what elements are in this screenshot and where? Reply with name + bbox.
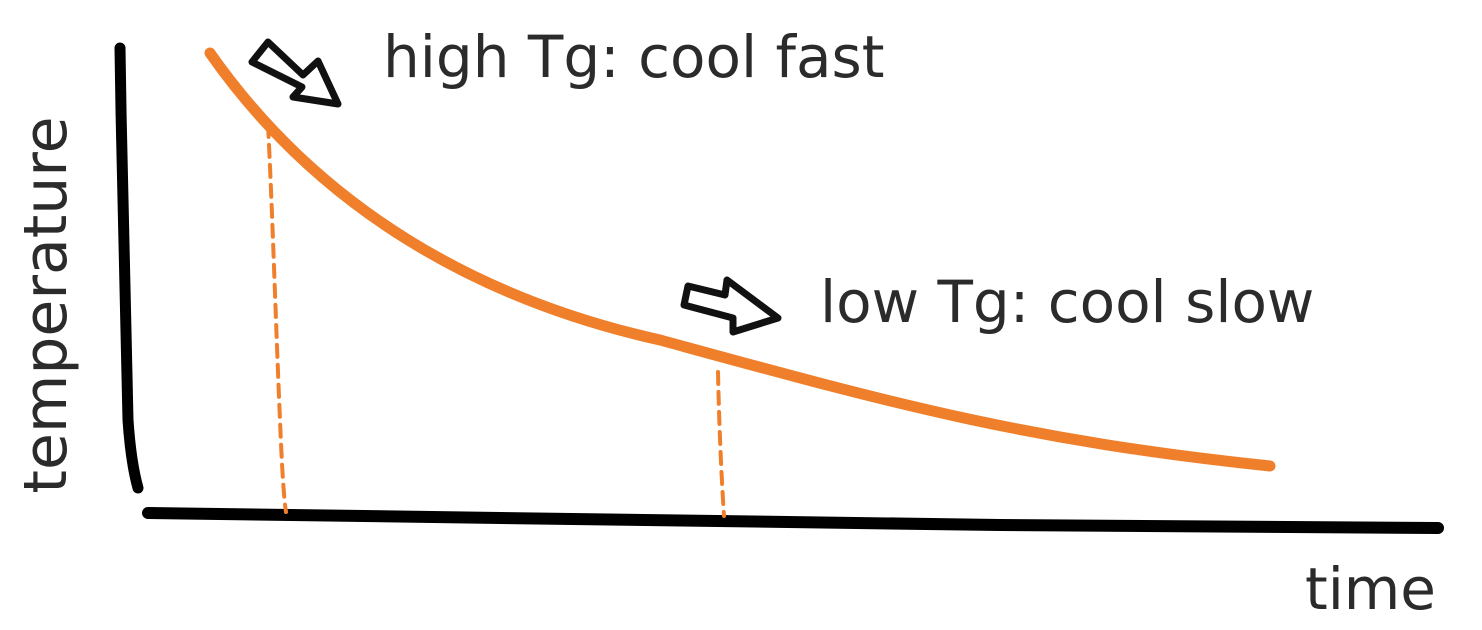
arrow-right-icon: [680, 276, 782, 336]
drop-line-low-tg: [716, 370, 726, 518]
y-axis-label: temperature: [11, 116, 81, 494]
cooling-curve: [204, 47, 1276, 472]
annotation-low-tg: low Tg: cool slow: [820, 268, 1315, 336]
y-axis-line: [114, 42, 144, 494]
x-axis-line: [142, 507, 1444, 534]
annotation-high-tg: high Tg: cool fast: [383, 23, 885, 91]
x-axis-label: time: [1304, 555, 1436, 623]
arrow-down-right-icon: [248, 38, 342, 108]
drop-line-high-tg: [266, 123, 288, 514]
